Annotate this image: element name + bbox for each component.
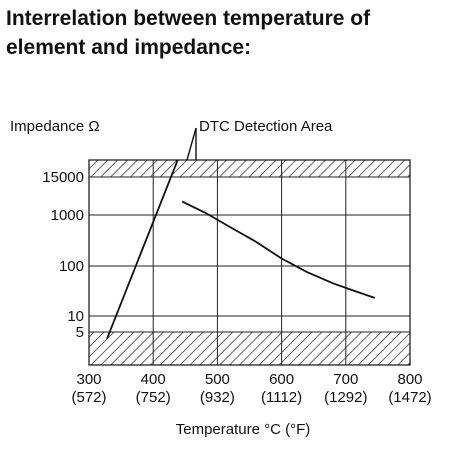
x-tick-sublabel-500: (932) [200, 389, 235, 406]
y-tick-label-5: 5 [76, 324, 84, 341]
x-tick-label-700: 700 [333, 371, 358, 388]
page-title: Interrelation between temperature of ele… [6, 4, 466, 62]
x-tick-label-600: 600 [269, 371, 294, 388]
y-tick-label-15000: 15000 [42, 169, 84, 186]
dtc-area-lower [88, 331, 411, 366]
x-tick-sublabel-600: (1112) [261, 389, 302, 406]
title-line-2: element and impedance: [6, 36, 252, 59]
axis-ticks: 300(572) 400(752) 500(932) 600(1112) 700(129… [42, 169, 431, 406]
y-tick-label-10: 10 [67, 308, 84, 325]
plot-frame [88, 159, 411, 366]
dtc-area-upper [88, 159, 411, 178]
y-tick-label-100: 100 [59, 258, 84, 275]
y-tick-label-1000: 1000 [51, 207, 84, 224]
detection-boundary-line [106, 160, 179, 340]
x-tick-label-300: 300 [76, 371, 101, 388]
plot-lines [106, 160, 375, 340]
y-axis-label: Impedance Ω [10, 118, 100, 135]
x-axis-label: Temperature °C (°F) [176, 421, 311, 438]
x-tick-label-500: 500 [205, 371, 230, 388]
dtc-annotation-label: DTC Detection Area [199, 118, 333, 135]
leader-to-boundary-line [186, 127, 197, 161]
x-tick-sublabel-300: (572) [71, 389, 106, 406]
x-tick-label-800: 800 [397, 371, 422, 388]
title-line-1: Interrelation between temperature of [6, 7, 371, 30]
x-tick-sublabel-800: (1472) [388, 389, 431, 406]
annotation-leaders [186, 127, 197, 161]
x-tick-sublabel-700: (1292) [324, 389, 367, 406]
grid [89, 160, 410, 365]
x-tick-sublabel-400: (752) [136, 389, 171, 406]
x-tick-label-400: 400 [141, 371, 166, 388]
impedance-curve [181, 200, 375, 299]
